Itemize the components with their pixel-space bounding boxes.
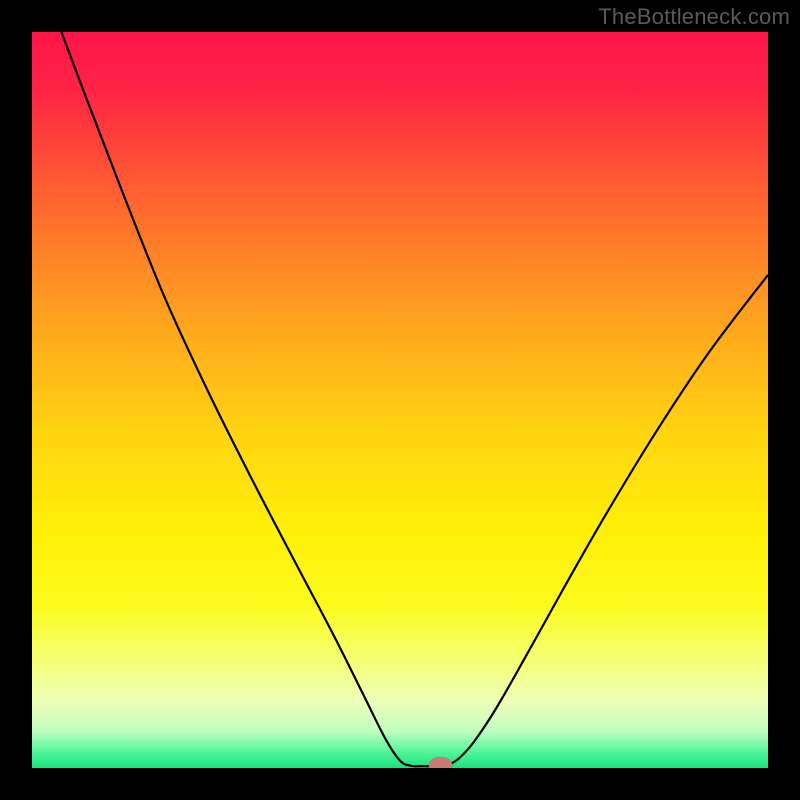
watermark-text: TheBottleneck.com <box>598 4 790 30</box>
bottleneck-chart <box>32 32 768 768</box>
chart-background <box>32 32 768 768</box>
